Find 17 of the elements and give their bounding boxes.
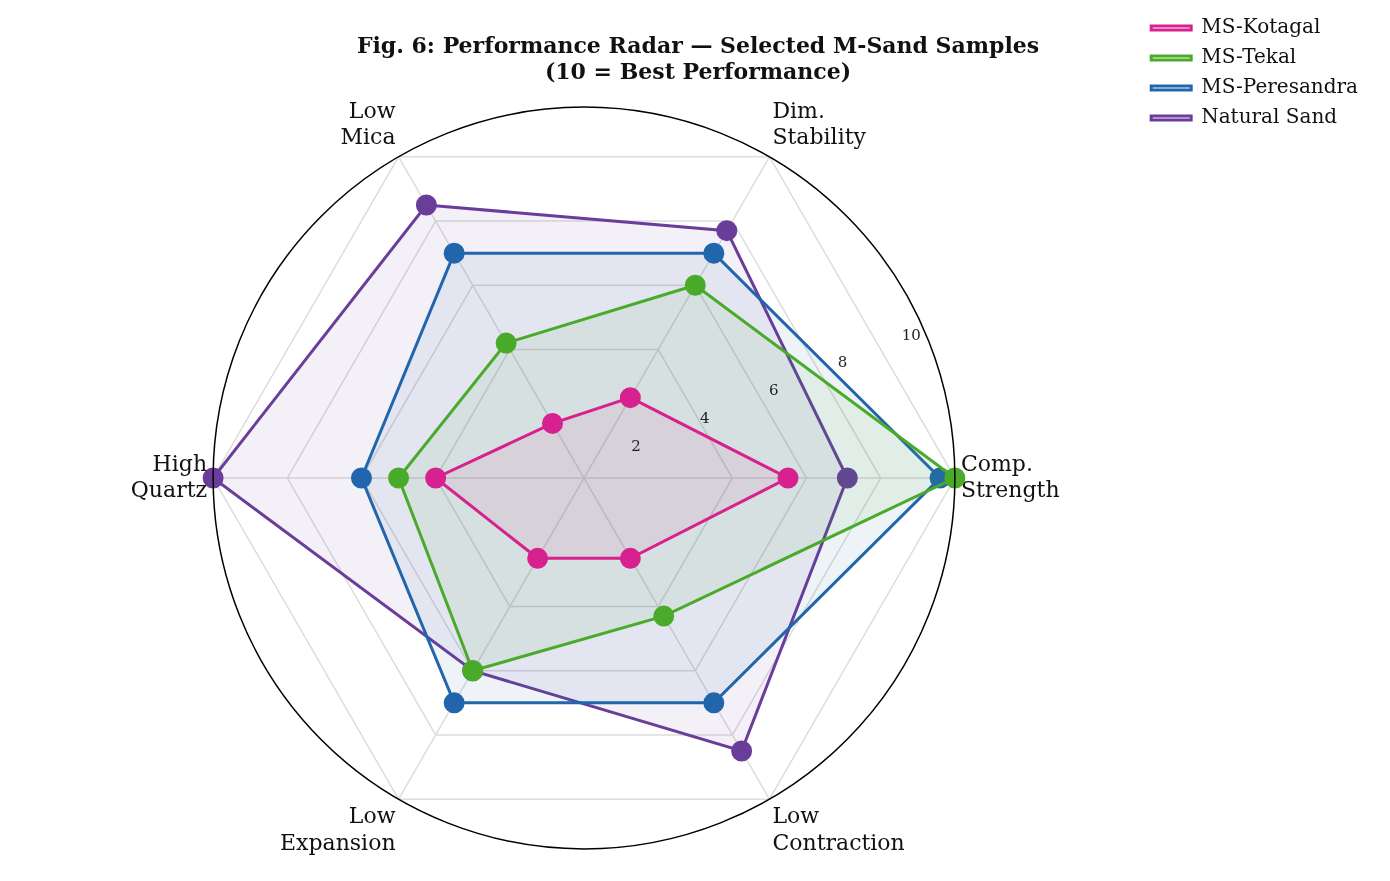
legend-label: MS-Tekal — [1201, 44, 1297, 69]
legend-label: MS-Peresandra — [1201, 74, 1359, 99]
spoke-label: Dim. Stability — [772, 97, 867, 150]
y-tick-label: 2 — [631, 436, 641, 455]
y-tick-label: 6 — [768, 381, 779, 400]
spoke-label: Low Contraction — [772, 803, 905, 855]
y-tick-label: 10 — [901, 325, 921, 344]
y-tick-label: 4 — [700, 409, 710, 428]
text: (10 = Best Performance) — [544, 58, 852, 85]
legend-label: Natural Sand — [1201, 104, 1338, 129]
spoke-label: High Quartz — [130, 450, 208, 502]
text: Fig. 6: Performance Radar — Selected M-Sand Samples — [356, 31, 1040, 58]
spoke-label: Low Expansion — [279, 803, 396, 855]
spoke-label: Comp. Strength — [960, 450, 1060, 502]
legend-label: MS-Kotagal — [1201, 14, 1321, 39]
y-tick-label: 8 — [837, 353, 848, 372]
spoke-label: Low Mica — [340, 97, 396, 150]
